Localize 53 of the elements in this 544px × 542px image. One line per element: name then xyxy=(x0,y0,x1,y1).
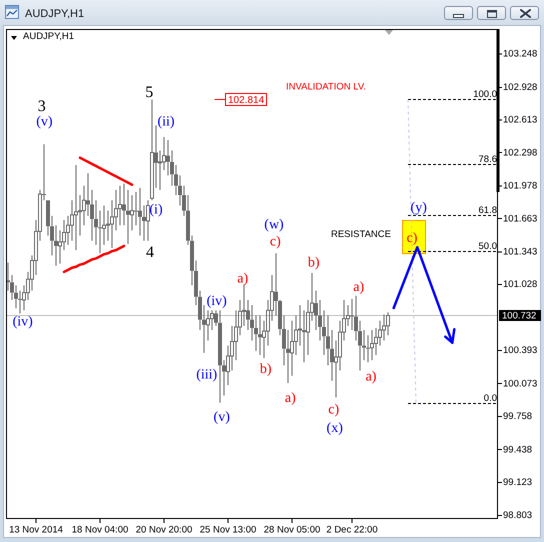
y-tick-label: 101.978 xyxy=(503,180,538,192)
chart-title: AUDJPY,H1 xyxy=(23,31,74,43)
y-tick-label: 99.758 xyxy=(503,411,532,422)
annotation: b) xyxy=(308,255,320,270)
annotation: INVALIDATION LV. xyxy=(286,82,366,93)
annotation: 61.8 xyxy=(478,205,497,216)
annotation: (iv) xyxy=(206,294,228,310)
x-tick-label: 13 Nov 2014 xyxy=(9,524,63,536)
annotation: (w) xyxy=(264,218,284,233)
y-tick-label: 102.613 xyxy=(503,114,538,126)
band-label: RESISTANCE xyxy=(330,228,391,240)
y-tick-label: 99.123 xyxy=(503,476,532,488)
annotation: (y) xyxy=(410,200,428,216)
annotation: c) xyxy=(406,230,418,246)
annotation: b) xyxy=(260,362,272,377)
annotation: a) xyxy=(366,369,377,384)
annotation: (x) xyxy=(326,420,344,436)
annotation: a) xyxy=(237,272,248,287)
annotation: 0.0 xyxy=(484,393,497,404)
y-tick-label: 100.073 xyxy=(503,378,538,390)
y-tick-label: 100.393 xyxy=(503,345,538,356)
chart-title: AUDJPY,H1 xyxy=(25,8,84,20)
annotation: 4 xyxy=(146,244,154,262)
y-tick-label: 103.248 xyxy=(503,48,538,60)
x-tick-label: 2 Dec 22:00 xyxy=(326,524,378,536)
annotation: (i) xyxy=(149,202,163,218)
annotation: (v) xyxy=(36,114,53,130)
y-tick-label: 101.663 xyxy=(503,213,538,224)
y-tick-label: 98.803 xyxy=(503,510,532,522)
y-tick-label: 101.343 xyxy=(503,246,538,258)
annotation: 78.6 xyxy=(478,154,497,165)
y-tick-label: 102.928 xyxy=(503,82,538,93)
x-tick-label: 20 Nov 20:00 xyxy=(136,524,192,536)
annotation: (v) xyxy=(214,410,230,425)
y-tick-label: 102.298 xyxy=(503,147,538,158)
annotation: a) xyxy=(284,390,296,406)
annotation: (ii) xyxy=(157,114,175,130)
x-tick-label: 25 Nov 13:00 xyxy=(200,524,256,536)
annotation: 102.814 xyxy=(228,95,265,106)
annotation: c) xyxy=(270,234,282,250)
annotation: (iii) xyxy=(196,368,218,383)
annotation: (iv) xyxy=(12,314,34,330)
annotation: c) xyxy=(328,402,340,418)
y-tick-label: 101.028 xyxy=(503,279,538,290)
x-tick-label: 28 Nov 05:00 xyxy=(264,524,320,536)
y-tick-label: 99.438 xyxy=(503,444,532,456)
annotation: a) xyxy=(353,280,364,295)
annotation: 100.0 xyxy=(473,89,497,100)
x-tick-label: 18 Nov 04:00 xyxy=(72,524,128,536)
ref-line-label: 100.732 xyxy=(502,310,536,322)
annotation: 50.0 xyxy=(478,241,497,252)
annotation: 3 xyxy=(38,98,46,116)
annotation: 5 xyxy=(145,84,154,102)
